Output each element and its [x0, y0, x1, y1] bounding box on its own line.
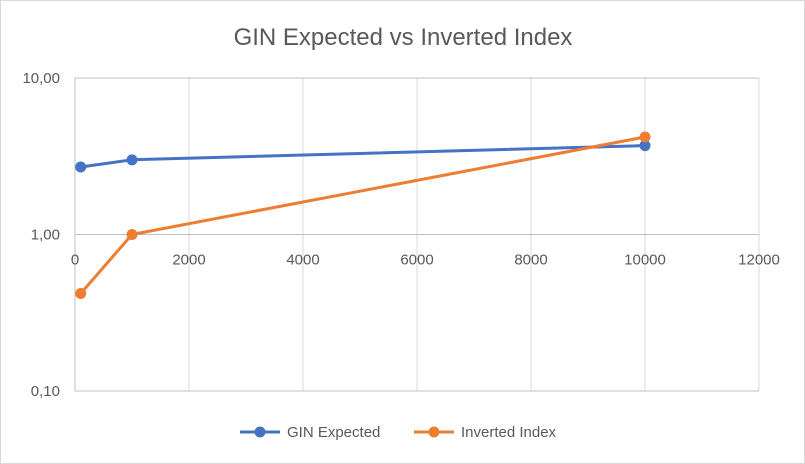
series-line — [79, 144, 647, 169]
legend-label: GIN Expected — [287, 424, 380, 441]
x-tick-label: 2000 — [172, 252, 205, 269]
data-point — [126, 229, 138, 240]
x-tick-label: 6000 — [400, 252, 433, 269]
axes: 0 2000 4000 6000 8000 10000 12000 0,10 1,00 10,00 — [22, 70, 779, 400]
data-point — [126, 154, 138, 166]
x-tick-label: 10000 — [624, 252, 666, 269]
data-point — [75, 287, 87, 299]
chart-title: GIN Expected vs Inverted Index — [234, 24, 573, 51]
data-point — [639, 140, 651, 152]
y-tick-label: 10,00 — [22, 70, 60, 87]
series-line — [79, 135, 647, 295]
data-point — [639, 131, 651, 143]
y-tick-label: 1,00 — [31, 227, 60, 244]
legend-marker — [428, 426, 440, 438]
data-point — [75, 161, 87, 173]
plot-area — [75, 131, 651, 299]
x-tick-label: 12000 — [738, 252, 780, 269]
legend-label: Inverted Index — [461, 424, 557, 441]
y-tick-label: 0,10 — [31, 383, 60, 400]
x-tick-label: 0 — [71, 252, 79, 269]
x-tick-label: 4000 — [286, 252, 319, 269]
x-tick-label: 8000 — [514, 252, 547, 269]
legend: GIN Expected Inverted Index — [240, 424, 557, 441]
legend-marker — [254, 426, 266, 438]
